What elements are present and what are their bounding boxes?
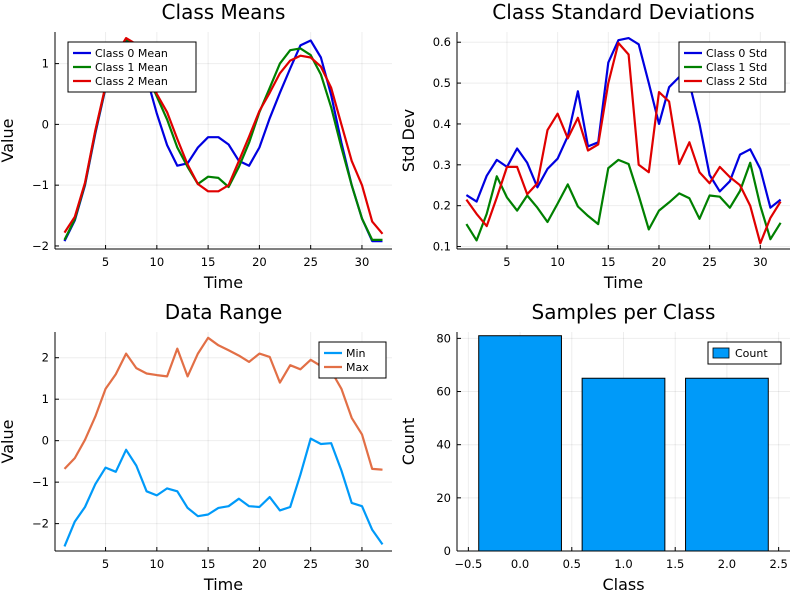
chart-title: Class Means [162, 0, 286, 24]
chart-panel-2: 5 10 15 20 25 30 −2 −1 0 1 2 Data Range Time Value Min… [0, 300, 392, 594]
y-tick-label: −1 [32, 475, 49, 489]
y-tick-label: −2 [32, 517, 49, 531]
y-tick-label: −2 [32, 239, 49, 253]
legend-label-1: Class 1 Mean [95, 61, 168, 74]
y-tick-label: 0 [444, 544, 451, 558]
y-axis-label: Value [0, 119, 17, 163]
legend-label-2: Class 2 Std [706, 75, 767, 88]
x-tick-label: 15 [601, 255, 616, 269]
y-tick-label: 0 [42, 117, 49, 131]
y-tick-label: 80 [436, 331, 451, 345]
x-tick-label: 20 [252, 557, 267, 571]
x-tick-label: 30 [355, 557, 370, 571]
x-axis-label: Time [203, 273, 243, 292]
y-tick-label: 1 [42, 392, 49, 406]
x-tick-label: 5 [102, 255, 109, 269]
y-axis-label: Std Dev [399, 109, 418, 172]
x-tick-label: 25 [702, 255, 717, 269]
x-axis-label: Class [602, 575, 644, 594]
x-tick-label: 10 [150, 255, 165, 269]
y-tick-label: 0.1 [433, 240, 451, 254]
chart-title: Data Range [165, 300, 283, 324]
chart-panel-0: 5 10 15 20 25 30 −2 −1 0 1 Class Means Time Value Cla… [0, 0, 392, 292]
chart-panel-1: 5 10 15 20 25 30 0.1 0.2 0.3 0.4 0.5 0.6 Class Stand… [399, 0, 790, 292]
x-tick-label: −0.5 [454, 557, 482, 571]
legend-label-2: Class 2 Mean [95, 75, 168, 88]
legend-label-0: Class 0 Mean [95, 47, 168, 60]
legend-box [707, 341, 782, 365]
y-tick-label: 0.5 [433, 76, 451, 90]
y-tick-label: 40 [436, 438, 451, 452]
x-tick-label: 10 [550, 255, 565, 269]
y-tick-label: −1 [32, 178, 49, 192]
legend-swatch-0 [712, 347, 730, 359]
x-axis-label: Time [603, 273, 643, 292]
series-line-0 [465, 36, 782, 209]
chart-title: Class Standard Deviations [492, 0, 754, 24]
legend-box [318, 341, 387, 379]
y-tick-label: 0 [42, 434, 49, 448]
x-tick-label: 1.5 [666, 557, 684, 571]
y-tick-label: 0.2 [433, 199, 451, 213]
x-tick-label: 1.0 [614, 557, 632, 571]
legend: Count [707, 341, 782, 365]
y-tick-label: 60 [436, 385, 451, 399]
legend-label-0: Class 0 Std [706, 47, 767, 60]
x-tick-label: 5 [102, 557, 109, 571]
chart-title: Samples per Class [532, 300, 716, 324]
bar-0 [478, 335, 562, 552]
y-axis-label: Count [399, 418, 418, 466]
x-tick-label: 0.5 [563, 557, 581, 571]
x-tick-label: 30 [753, 255, 768, 269]
bar-1 [581, 377, 666, 552]
y-tick-label: 0.6 [433, 35, 451, 49]
x-axis-label: Time [203, 575, 243, 594]
x-tick-label: 25 [303, 557, 318, 571]
series-line-2 [465, 41, 782, 245]
y-axis-label: Value [0, 420, 17, 464]
series-line-1 [465, 158, 782, 242]
x-tick-label: 25 [303, 255, 318, 269]
x-tick-label: 30 [355, 255, 370, 269]
x-tick-label: 20 [252, 255, 267, 269]
legend-label-1: Class 1 Std [706, 61, 767, 74]
x-tick-label: 15 [201, 255, 216, 269]
y-tick-label: 20 [436, 491, 451, 505]
y-tick-label: 1 [42, 57, 49, 71]
x-tick-label: 0.0 [511, 557, 529, 571]
y-tick-label: 0.4 [433, 117, 451, 131]
x-tick-label: 10 [150, 557, 165, 571]
legend-label-0: Min [346, 347, 366, 360]
x-tick-label: 15 [201, 557, 216, 571]
y-tick-label: 0.3 [433, 158, 451, 172]
x-tick-label: 2.0 [718, 557, 736, 571]
x-tick-label: 20 [652, 255, 667, 269]
x-tick-label: 5 [503, 255, 510, 269]
series-line-0 [63, 437, 384, 547]
bar-2 [685, 377, 769, 552]
x-tick-label: 2.5 [769, 557, 787, 571]
chart-panel-3: −0.5 0.0 0.5 1.0 1.5 2.0 2.5 0 20 40 60 80 Samples p… [399, 300, 790, 594]
legend-label-1: Max [346, 361, 369, 374]
legend-label-0: Count [735, 347, 768, 360]
y-tick-label: 2 [42, 351, 49, 365]
